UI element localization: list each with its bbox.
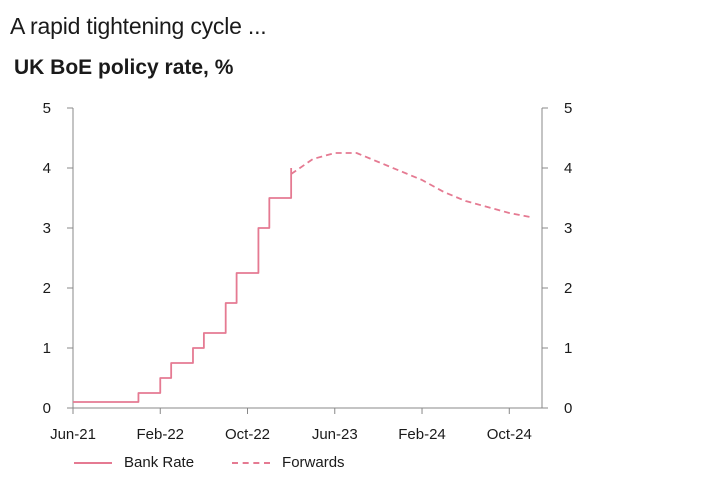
series-line-bank-rate (73, 168, 293, 403)
chart-series (73, 152, 532, 403)
y-tick-label-right: 2 (564, 280, 572, 297)
chart-title: UK BoE policy rate, % (14, 56, 234, 79)
y-tick-label-left: 2 (43, 280, 51, 297)
chart-axes (67, 107, 548, 414)
y-tick-label-right: 3 (564, 220, 572, 237)
x-tick-label: Jun-23 (312, 426, 358, 443)
y-tick-label-right: 0 (564, 400, 572, 417)
x-tick-label: Jun-21 (50, 426, 96, 443)
y-tick-label-right: 1 (564, 340, 572, 357)
chart-legend: Bank Rate Forwards (74, 454, 383, 471)
headline: A rapid tightening cycle ... (10, 13, 267, 39)
y-tick-label-left: 5 (43, 100, 51, 117)
x-tick-label: Feb-24 (398, 426, 446, 443)
y-tick-label-left: 3 (43, 220, 51, 237)
y-tick-label-right: 5 (564, 100, 572, 117)
legend-label-forwards: Forwards (282, 454, 345, 471)
series-line-forwards (290, 152, 532, 219)
legend-label-bank-rate: Bank Rate (124, 454, 195, 471)
x-tick-label: Oct-22 (225, 426, 270, 443)
y-tick-label-left: 4 (43, 160, 51, 177)
y-tick-label-left: 0 (43, 400, 51, 417)
y-tick-label-left: 1 (43, 340, 51, 357)
legend-swatch-solid (74, 461, 112, 464)
y-tick-label-right: 4 (564, 160, 572, 177)
chart-tick-labels: 0 1 2 3 4 5 0 1 2 3 4 5 Jun-21 Feb-22 Oct-22 Jun-23 Feb-… (43, 100, 573, 443)
x-tick-label: Feb-22 (136, 426, 184, 443)
legend-swatch-dashed (232, 461, 271, 464)
legend-item-bank-rate: Bank Rate (74, 454, 194, 471)
x-tick-label: Oct-24 (487, 426, 532, 443)
legend-item-forwards: Forwards (232, 454, 345, 471)
